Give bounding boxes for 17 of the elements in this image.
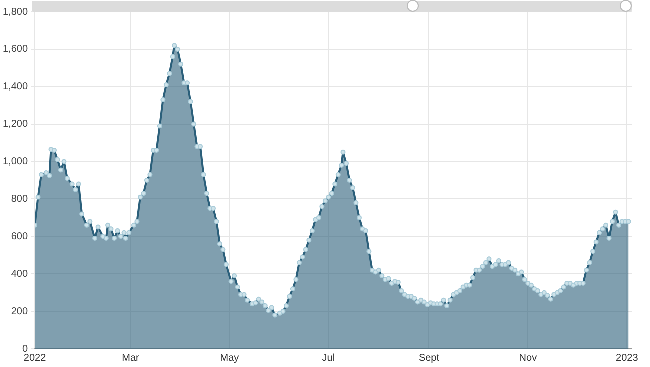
- y-tick-label: 1,400: [2, 82, 28, 93]
- y-tick-label: 200: [11, 306, 28, 318]
- y-tick-label: 400: [11, 268, 28, 280]
- y-tick-label: 1,200: [2, 119, 28, 130]
- y-tick-label: 1,600: [2, 44, 28, 56]
- x-tick-label: Sept: [418, 352, 440, 364]
- y-tick-label: 600: [11, 231, 28, 242]
- x-tick-label: May: [220, 352, 240, 364]
- x-tick-label: 2022: [24, 352, 47, 364]
- x-tick-label: Jul: [322, 352, 336, 364]
- x-tick-label: Mar: [122, 352, 140, 364]
- x-tick-label: Nov: [519, 352, 538, 364]
- y-tick-label: 1,000: [2, 156, 28, 168]
- y-tick-label: 1,800: [2, 6, 28, 18]
- y-tick-label: 0: [22, 344, 28, 355]
- x-tick-label: 2023: [616, 352, 639, 364]
- y-tick-label: 800: [11, 194, 28, 205]
